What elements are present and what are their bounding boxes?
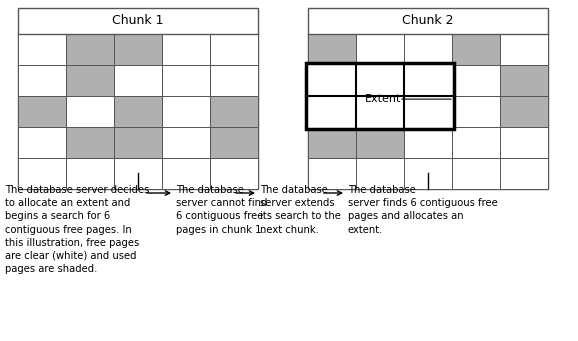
Bar — [306, 63, 454, 129]
Bar — [500, 158, 548, 189]
Bar — [308, 8, 548, 189]
Bar — [114, 65, 162, 96]
Bar — [18, 34, 66, 65]
Bar — [210, 65, 258, 96]
Bar — [114, 96, 162, 127]
Bar — [500, 34, 548, 65]
Bar — [18, 65, 66, 96]
Bar — [114, 127, 162, 158]
Text: The database server decides
to allocate an extent and
begins a search for 6
cont: The database server decides to allocate … — [5, 185, 149, 274]
Bar — [210, 158, 258, 189]
Bar — [210, 127, 258, 158]
Bar — [452, 158, 500, 189]
Text: Chunk 1: Chunk 1 — [112, 15, 164, 28]
Bar — [356, 96, 404, 127]
Text: Chunk 2: Chunk 2 — [402, 15, 454, 28]
Bar — [500, 65, 548, 96]
Bar — [114, 158, 162, 189]
Bar — [356, 158, 404, 189]
Bar — [356, 34, 404, 65]
Bar — [308, 34, 356, 65]
Bar — [308, 96, 356, 127]
Bar — [18, 127, 66, 158]
Bar — [66, 34, 114, 65]
Bar — [114, 34, 162, 65]
Bar — [404, 34, 452, 65]
Text: The database
server finds 6 contiguous free
pages and allocates an
extent.: The database server finds 6 contiguous f… — [348, 185, 498, 235]
Bar — [162, 65, 210, 96]
Bar — [66, 158, 114, 189]
Bar — [452, 96, 500, 127]
Bar — [66, 96, 114, 127]
Bar — [210, 96, 258, 127]
Bar — [404, 96, 452, 127]
Bar — [162, 96, 210, 127]
Bar — [162, 34, 210, 65]
Bar — [162, 158, 210, 189]
Text: Extent: Extent — [365, 94, 401, 104]
Bar — [308, 158, 356, 189]
Bar — [452, 34, 500, 65]
Bar — [500, 127, 548, 158]
Text: The database
server cannot find
6 contiguous free
pages in chunk 1.: The database server cannot find 6 contig… — [176, 185, 268, 235]
Bar — [66, 65, 114, 96]
Text: The database
server extends
its search to the
next chunk.: The database server extends its search t… — [260, 185, 341, 235]
Bar — [404, 158, 452, 189]
Bar — [66, 127, 114, 158]
Bar — [452, 65, 500, 96]
Bar — [500, 96, 548, 127]
Bar — [162, 127, 210, 158]
Bar — [18, 96, 66, 127]
Bar — [452, 127, 500, 158]
Bar — [308, 127, 356, 158]
Bar — [18, 158, 66, 189]
Bar — [404, 65, 452, 96]
Bar — [356, 127, 404, 158]
Bar — [18, 8, 258, 189]
Bar — [308, 65, 356, 96]
Bar — [356, 65, 404, 96]
Bar — [404, 127, 452, 158]
Bar — [210, 34, 258, 65]
